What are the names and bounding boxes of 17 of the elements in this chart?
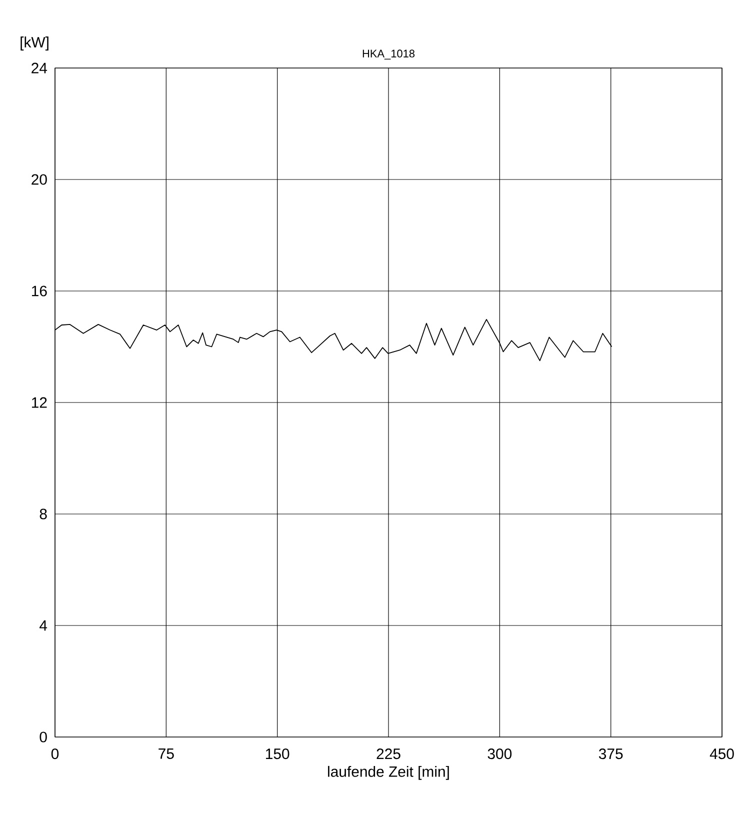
x-tick-label: 225 xyxy=(376,748,400,760)
y-tick-label: 12 xyxy=(32,397,47,408)
x-tick-label: 375 xyxy=(598,748,623,760)
y-tick-label: 4 xyxy=(40,620,48,631)
x-tick-label: 450 xyxy=(710,748,734,760)
x-tick-label: 300 xyxy=(488,748,512,760)
y-tick-label: 24 xyxy=(32,62,48,74)
y-tick-label: 8 xyxy=(40,508,47,520)
x-axis-title: laufende Zeit [min] xyxy=(328,766,449,780)
x-tick-label: 0 xyxy=(51,748,59,760)
x-tick-label: 75 xyxy=(158,748,174,759)
y-axis-title: [kW] xyxy=(20,36,48,50)
y-tick-label: 16 xyxy=(32,286,47,296)
y-tick-label: 0 xyxy=(40,732,47,742)
x-tick-label: 150 xyxy=(266,748,290,760)
chart-title: HKA_1018 xyxy=(362,50,415,60)
y-tick-label: 20 xyxy=(32,174,47,185)
